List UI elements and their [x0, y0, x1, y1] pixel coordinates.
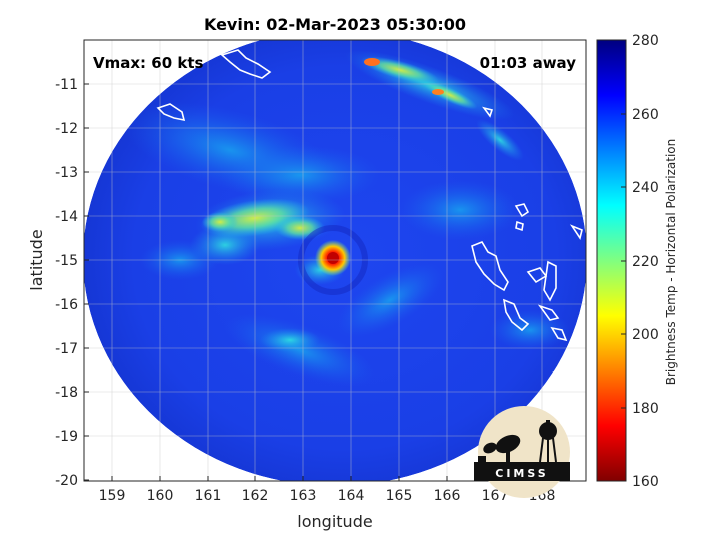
y-tick-label: -13 — [55, 165, 78, 181]
grid-lines — [84, 40, 586, 481]
x-tick-label: 162 — [242, 488, 269, 504]
colorbar-tick-label: 280 — [632, 33, 659, 49]
time-away-label: 01:03 away — [480, 54, 577, 72]
y-axis-label: latitude — [27, 229, 46, 290]
figure-title: Kevin: 02-Mar-2023 05:30:00 — [204, 15, 466, 34]
y-tick-label: -20 — [55, 473, 78, 489]
y-tick-label: -12 — [55, 121, 78, 137]
colorbar-tick-label: 240 — [632, 180, 659, 196]
cimss-logo: CIMSS — [474, 406, 570, 498]
y-tick-label: -11 — [55, 77, 78, 93]
colorbar-tick-label: 220 — [632, 254, 659, 270]
plot-area — [84, 40, 586, 481]
x-tick-label: 164 — [338, 488, 365, 504]
y-tick-label: -17 — [55, 341, 78, 357]
vmax-label: Vmax: 60 kts — [93, 54, 203, 72]
x-tick-label: 165 — [386, 488, 413, 504]
y-tick-label: -16 — [55, 297, 78, 313]
tick-marks — [84, 83, 543, 481]
y-tick-label: -15 — [55, 253, 78, 269]
coastlines — [156, 49, 583, 388]
cimss-logo-text: CIMSS — [495, 467, 548, 480]
y-tick-label: -18 — [55, 385, 78, 401]
colorbar-tick-label: 200 — [632, 327, 659, 343]
y-tick-label: -19 — [55, 429, 78, 445]
x-tick-label: 166 — [434, 488, 461, 504]
y-tick-label: -14 — [55, 209, 78, 225]
colorbar-tick-label: 260 — [632, 107, 659, 123]
x-tick-label: 161 — [195, 488, 222, 504]
colorbar-tick-label: 160 — [632, 474, 659, 490]
x-tick-labels: 159 160 161 162 163 164 165 166 167 168 — [99, 488, 556, 504]
x-tick-label: 163 — [290, 488, 317, 504]
x-tick-label: 159 — [99, 488, 126, 504]
microwave-swath — [84, 40, 586, 481]
colorbar-label: Brightness Temp - Horizontal Polarizatio… — [664, 139, 678, 386]
colorbar-tick-label: 180 — [632, 401, 659, 417]
colorbar: 280 260 240 220 200 180 160 Brightness T… — [596, 33, 678, 490]
x-axis-label: longitude — [297, 512, 372, 531]
y-tick-labels: -11 -12 -13 -14 -15 -16 -17 -18 -19 -20 — [55, 77, 78, 489]
x-tick-label: 160 — [147, 488, 174, 504]
